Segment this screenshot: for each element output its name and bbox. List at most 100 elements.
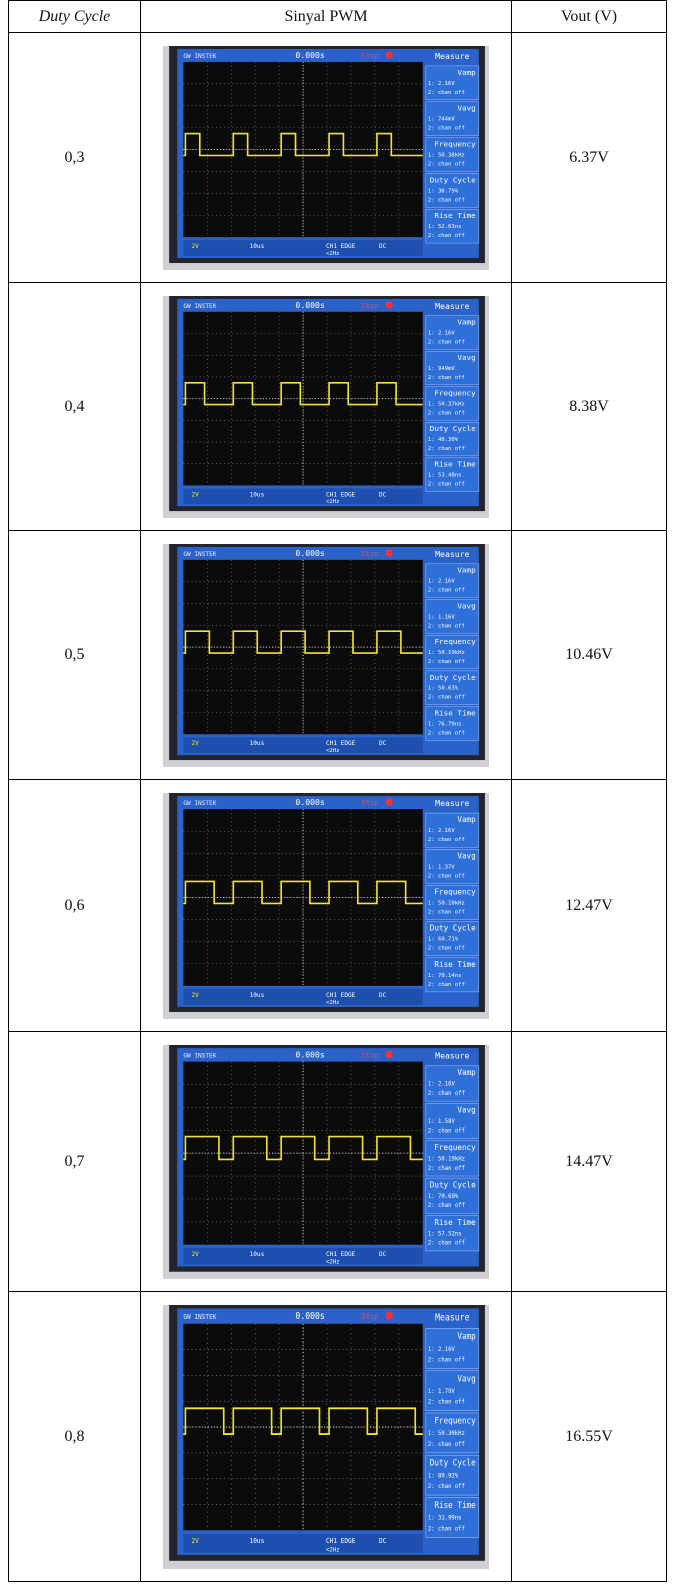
- vout-cell: 14.47V: [512, 1032, 667, 1292]
- stop-dot: [386, 1311, 393, 1319]
- measure-ch2: 2: chan off: [428, 374, 465, 380]
- table-row: 0,4GW INSTEK0.000sStopMeasureVamp1: 2.16…: [9, 283, 667, 531]
- measure-ch2: 2: chan off: [428, 694, 465, 700]
- trigger-freq: <2Hz: [326, 499, 339, 505]
- vout-cell: 10.46V: [512, 531, 667, 780]
- header-cell: Duty Cycle: [9, 1, 141, 33]
- scope-cell: GW INSTEK0.000sStopMeasureVamp1: 2.16V2:…: [141, 283, 512, 531]
- measure-value: 1: 50.37kHz: [428, 401, 465, 407]
- ch1-scale: 2V: [192, 491, 200, 498]
- measure-value: 1: 50.19kHz: [428, 1156, 465, 1162]
- measure-ch2: 2: chan off: [428, 623, 465, 629]
- measure-value: 1: 50.63%: [428, 685, 459, 691]
- measure-value: 1: 40.30%: [428, 437, 459, 443]
- measure-value: 1: 1.16V: [428, 614, 456, 620]
- measure-label: Rise Time: [434, 959, 476, 968]
- measure-value: 1: 60.71%: [428, 936, 459, 942]
- measure-ch2: 2: chan off: [428, 658, 465, 664]
- measure-label: Vamp: [457, 67, 476, 76]
- measure-label: Rise Time: [434, 708, 476, 717]
- stop-dot: [386, 51, 393, 58]
- measure-value: 1: 50.30kHz: [428, 1429, 465, 1436]
- page: Duty Cycle Sinyal PWM Vout (V) 0,3GW INS…: [0, 0, 673, 1584]
- coupling: DC: [379, 491, 387, 498]
- duty-cycle-cell: 0,4: [9, 283, 141, 531]
- measure-ch2: 2: chan off: [428, 1090, 465, 1096]
- measure-ch2: 2: chan off: [428, 945, 465, 951]
- measure-label: Vavg: [457, 851, 475, 860]
- brand: GW INSTEK: [183, 550, 216, 557]
- measure-label: Vavg: [457, 601, 475, 610]
- measure-ch2: 2: chan off: [428, 837, 465, 843]
- trigger: CH1 EDGE: [326, 491, 356, 498]
- header-cell: Vout (V): [512, 1, 667, 33]
- measure-ch2: 2: chan off: [428, 1240, 465, 1246]
- measure-label: Duty Cycle: [430, 1457, 476, 1468]
- trigger-freq: <2Hz: [326, 999, 339, 1005]
- coupling: DC: [379, 243, 387, 250]
- measure-ch2: 2: chan off: [428, 909, 465, 915]
- measure-label: Duty Cycle: [430, 175, 476, 184]
- bottom-bar: [183, 988, 422, 1004]
- measure-ch2: 2: chan off: [428, 410, 465, 416]
- measure-value: 1: 744mV: [428, 116, 456, 122]
- stop-dot: [386, 798, 393, 805]
- brand: GW INSTEK: [183, 1052, 216, 1059]
- trigger: CH1 EDGE: [326, 243, 356, 250]
- measure-value: 1: 50.10kHz: [428, 900, 465, 906]
- measure-value: 1: 30.79%: [428, 188, 459, 194]
- measure-ch2: 2: chan off: [428, 1165, 465, 1171]
- vout-cell: 16.55V: [512, 1292, 667, 1582]
- measure-ch2: 2: chan off: [428, 125, 465, 131]
- measure-title: Measure: [435, 798, 469, 808]
- brand: GW INSTEK: [183, 53, 216, 60]
- stop-dot: [386, 549, 393, 556]
- ch1-scale: 2V: [192, 1536, 199, 1545]
- measure-value: 1: 50.19kHz: [428, 650, 465, 656]
- measure-value: 1: 2.16V: [428, 330, 456, 336]
- duty-cycle-cell: 0,7: [9, 1032, 141, 1292]
- measure-label: Frequency: [434, 1414, 475, 1425]
- duty-cycle-cell: 0,6: [9, 780, 141, 1032]
- oscilloscope-photo: GW INSTEK0.000sStopMeasureVamp1: 2.16V2:…: [163, 296, 489, 518]
- measure-value: 1: 70.69%: [428, 1193, 459, 1199]
- measure-value: 1: 2.16V: [428, 1081, 456, 1087]
- measure-value: 1: 1.79V: [428, 1387, 455, 1394]
- measure-label: Frequency: [434, 1142, 476, 1151]
- header-row: Duty Cycle Sinyal PWM Vout (V): [9, 1, 667, 33]
- stop-label: Stop: [362, 300, 379, 309]
- measure-ch2: 2: chan off: [428, 339, 465, 345]
- trigger: CH1 EDGE: [326, 1251, 356, 1258]
- measure-ch2: 2: chan off: [428, 1355, 465, 1362]
- measure-label: Frequency: [434, 139, 476, 148]
- measure-ch2: 2: chan off: [428, 197, 465, 203]
- oscilloscope-photo: GW INSTEK0.000sStopMeasureVamp1: 2.16V2:…: [163, 544, 489, 767]
- measure-value: 1: 1.58V: [428, 1118, 456, 1124]
- bottom-bar: [183, 240, 422, 256]
- trigger-time: 0.000s: [295, 797, 325, 807]
- measure-label: Duty Cycle: [430, 672, 476, 681]
- time-scale: 10us: [250, 1251, 265, 1258]
- trigger-time: 0.000s: [295, 1049, 324, 1059]
- oscilloscope-photo: GW INSTEK0.000sStopMeasureVamp1: 2.16V2:…: [163, 46, 489, 270]
- measure-value: 1: 1.37V: [428, 864, 456, 870]
- measure-label: Rise Time: [434, 211, 476, 220]
- bottom-bar: [183, 1247, 422, 1264]
- trigger-freq: <2Hz: [326, 251, 339, 257]
- table-row: 0,7GW INSTEK0.000sStopMeasureVamp1: 2.16…: [9, 1032, 667, 1292]
- measure-label: Duty Cycle: [430, 424, 476, 433]
- measure-ch2: 2: chan off: [428, 1440, 465, 1447]
- ch1-scale: 2V: [192, 740, 200, 747]
- measure-label: Rise Time: [434, 1499, 475, 1510]
- scope-cell: GW INSTEK0.000sStopMeasureVamp1: 2.16V2:…: [141, 780, 512, 1032]
- measure-label: Duty Cycle: [430, 1180, 476, 1189]
- coupling: DC: [379, 1536, 386, 1545]
- measure-ch2: 2: chan off: [428, 445, 465, 451]
- measure-value: 1: 31.99ns: [428, 1514, 462, 1521]
- trigger: CH1 EDGE: [326, 1536, 355, 1545]
